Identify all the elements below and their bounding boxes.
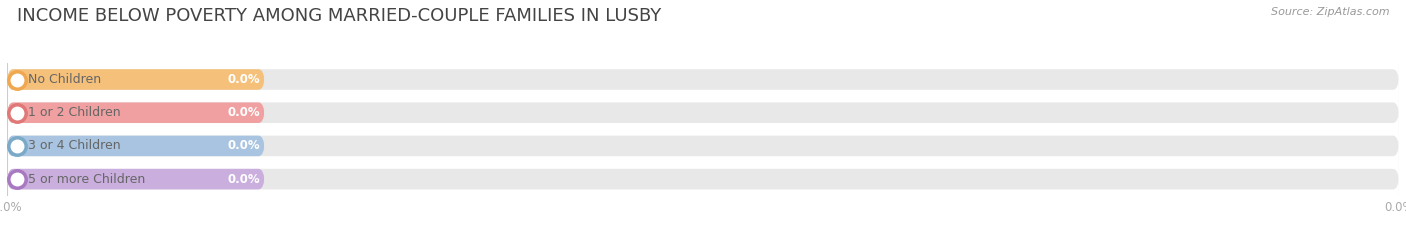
FancyBboxPatch shape — [7, 136, 1399, 156]
Text: Source: ZipAtlas.com: Source: ZipAtlas.com — [1271, 7, 1389, 17]
Text: No Children: No Children — [28, 73, 101, 86]
FancyBboxPatch shape — [7, 136, 264, 156]
Text: 0.0%: 0.0% — [228, 106, 260, 119]
FancyBboxPatch shape — [7, 169, 1399, 189]
Text: INCOME BELOW POVERTY AMONG MARRIED-COUPLE FAMILIES IN LUSBY: INCOME BELOW POVERTY AMONG MARRIED-COUPL… — [17, 7, 661, 25]
FancyBboxPatch shape — [7, 103, 264, 123]
Text: 0.0%: 0.0% — [228, 139, 260, 152]
Text: 5 or more Children: 5 or more Children — [28, 173, 145, 186]
FancyBboxPatch shape — [7, 169, 264, 189]
Text: 0.0%: 0.0% — [228, 173, 260, 186]
FancyBboxPatch shape — [7, 103, 1399, 123]
Text: 1 or 2 Children: 1 or 2 Children — [28, 106, 121, 119]
FancyBboxPatch shape — [7, 69, 264, 90]
FancyBboxPatch shape — [7, 69, 1399, 90]
Text: 3 or 4 Children: 3 or 4 Children — [28, 139, 121, 152]
Text: 0.0%: 0.0% — [228, 73, 260, 86]
